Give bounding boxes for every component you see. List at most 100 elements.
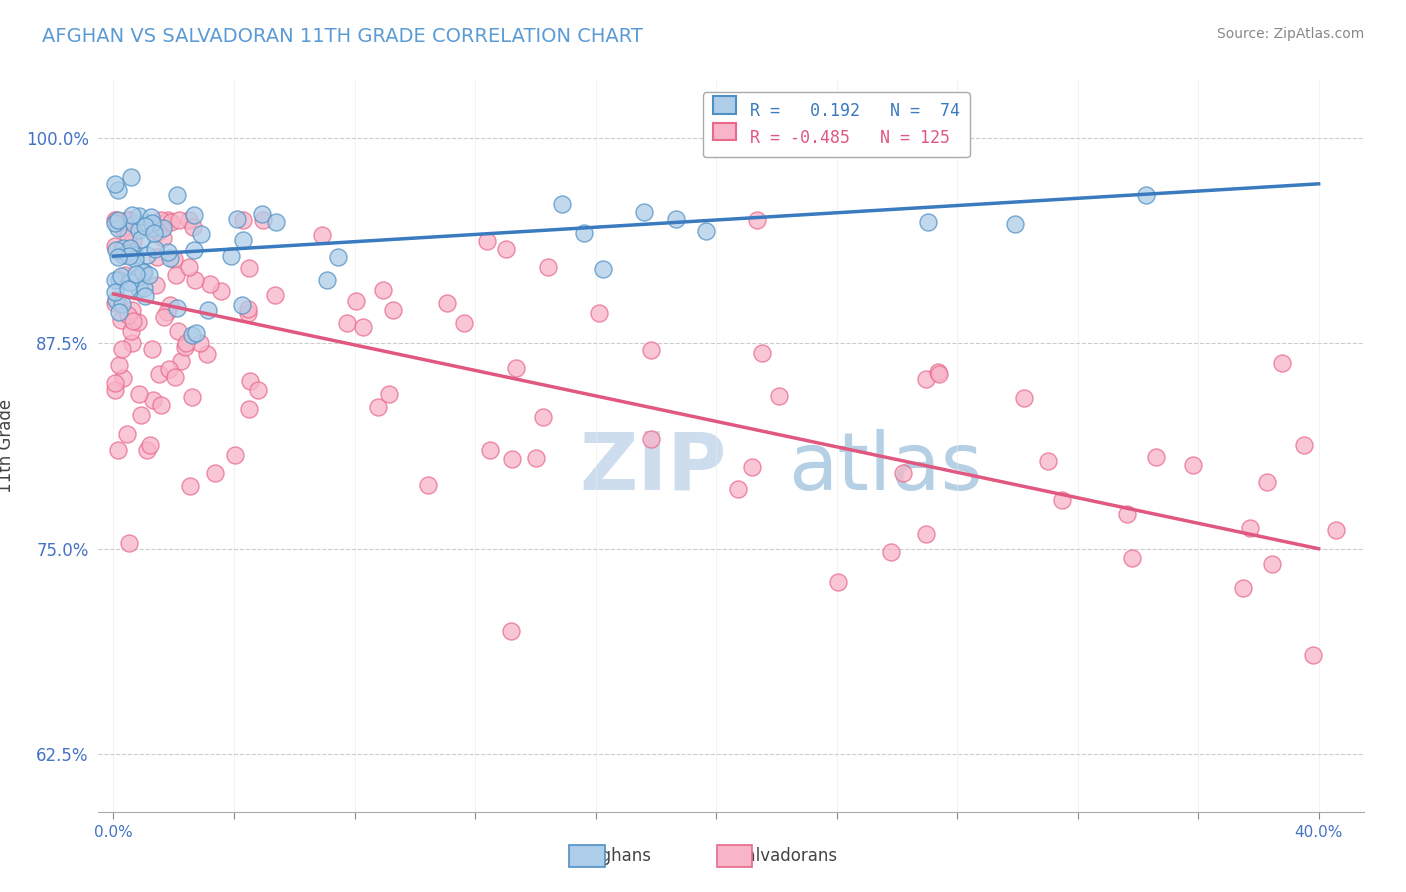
Point	[120, 324, 142, 338]
Point	[157, 362, 180, 376]
Point	[914, 372, 936, 386]
Point	[225, 212, 247, 227]
Point	[107, 250, 129, 264]
Point	[252, 206, 274, 220]
Point	[111, 220, 134, 235]
Point	[104, 376, 127, 391]
Point	[477, 234, 499, 248]
Point	[928, 368, 950, 382]
Point	[501, 624, 523, 639]
Point	[344, 293, 367, 308]
Point	[121, 169, 143, 184]
Point	[177, 213, 200, 227]
Point	[184, 272, 207, 286]
Point	[592, 262, 614, 277]
Point	[236, 301, 259, 316]
Point	[166, 301, 188, 316]
Point	[104, 213, 127, 227]
Point	[727, 482, 749, 496]
Point	[1294, 437, 1316, 451]
Point	[121, 314, 143, 328]
Point	[118, 241, 141, 255]
Point	[367, 400, 389, 414]
Point	[640, 433, 662, 447]
Point	[231, 298, 253, 312]
Point	[174, 340, 197, 354]
Point	[132, 265, 155, 279]
Point	[183, 243, 205, 257]
Point	[104, 285, 127, 300]
Point	[118, 535, 141, 549]
Point	[111, 370, 134, 384]
Point	[1256, 475, 1278, 489]
Point	[104, 383, 127, 397]
Point	[117, 308, 139, 322]
Point	[336, 316, 359, 330]
Point	[266, 215, 288, 229]
Point	[183, 208, 205, 222]
Point	[108, 358, 131, 372]
Point	[148, 367, 170, 381]
Text: ZIP: ZIP	[579, 429, 727, 507]
Point	[145, 277, 167, 292]
Point	[139, 437, 162, 451]
Point	[104, 216, 127, 230]
Point	[505, 360, 527, 375]
Point	[118, 249, 141, 263]
Point	[197, 347, 219, 361]
Point	[150, 213, 173, 227]
Point	[107, 183, 129, 197]
Point	[209, 284, 232, 298]
Point	[200, 277, 222, 292]
Point	[224, 448, 246, 462]
Point	[371, 283, 394, 297]
Point	[436, 296, 458, 310]
Point	[190, 227, 212, 242]
Point	[121, 302, 143, 317]
Point	[111, 342, 134, 356]
Point	[107, 213, 129, 227]
Point	[143, 243, 166, 257]
Point	[1182, 458, 1205, 473]
Point	[238, 261, 260, 276]
Point	[145, 250, 167, 264]
Point	[117, 282, 139, 296]
Text: Salvadorans: Salvadorans	[737, 847, 838, 865]
Point	[117, 229, 139, 244]
Point	[127, 315, 149, 329]
Point	[121, 335, 143, 350]
Point	[197, 303, 219, 318]
Point	[120, 275, 142, 289]
Point	[177, 260, 200, 274]
Point	[138, 268, 160, 283]
Point	[104, 244, 127, 258]
Point	[136, 442, 159, 457]
Point	[328, 250, 350, 264]
Point	[1115, 507, 1137, 521]
Point	[551, 197, 574, 211]
Point	[453, 316, 475, 330]
Point	[232, 234, 254, 248]
Point	[152, 310, 174, 324]
Point	[640, 343, 662, 357]
Point	[104, 213, 127, 227]
Point	[827, 574, 849, 589]
Point	[219, 249, 242, 263]
Point	[418, 478, 440, 492]
Point	[1302, 648, 1324, 662]
Point	[891, 467, 914, 481]
Point	[117, 427, 139, 442]
Point	[111, 248, 134, 262]
Point	[128, 387, 150, 401]
Point	[751, 345, 773, 359]
Text: AFGHAN VS SALVADORAN 11TH GRADE CORRELATION CHART: AFGHAN VS SALVADORAN 11TH GRADE CORRELAT…	[42, 27, 643, 45]
Point	[121, 234, 143, 248]
Point	[478, 443, 501, 458]
Point	[107, 294, 129, 309]
Point	[142, 392, 165, 407]
Point	[915, 526, 938, 541]
Point	[179, 478, 201, 492]
Point	[135, 248, 157, 262]
Point	[1261, 557, 1284, 571]
Point	[118, 213, 141, 227]
